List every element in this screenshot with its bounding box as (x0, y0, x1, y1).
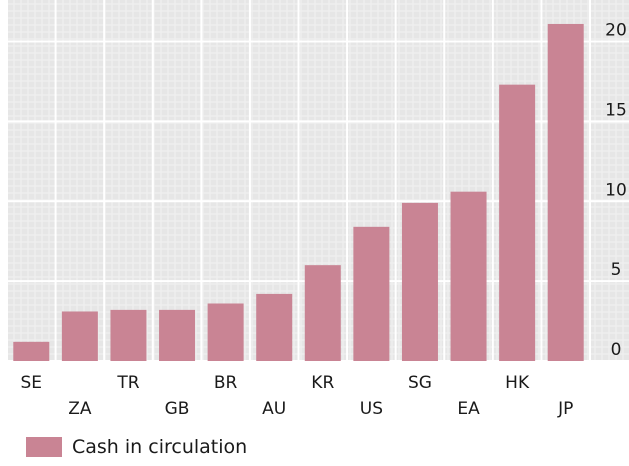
x-tick-label: EA (457, 399, 480, 419)
x-tick-label: AU (262, 399, 286, 419)
y-tick-label: 10 (605, 180, 627, 200)
bar-jp (547, 23, 584, 362)
bar-br (207, 303, 244, 361)
y-tick-label: 5 (611, 260, 622, 280)
x-tick-label: JP (557, 399, 573, 419)
x-tick-label: HK (505, 373, 530, 393)
x-tick-label: SG (408, 373, 432, 393)
bar-us (353, 226, 390, 361)
x-tick-label: GB (165, 399, 190, 419)
bar-kr (304, 265, 341, 361)
bar-za (61, 311, 98, 361)
legend: Cash in circulation (26, 436, 247, 458)
bar-hk (499, 84, 536, 361)
bar-ea (450, 191, 487, 361)
x-tick-label: US (360, 399, 383, 419)
bar-tr (110, 309, 147, 361)
x-tick-label: ZA (68, 399, 92, 419)
legend-label: Cash in circulation (72, 436, 248, 458)
y-tick-label: 0 (611, 340, 622, 360)
x-tick-label: BR (214, 373, 238, 393)
bar-se (13, 341, 50, 361)
bar-sg (401, 202, 438, 361)
x-tick-label: KR (311, 373, 334, 393)
y-tick-label: 20 (605, 21, 627, 41)
bar-au (256, 293, 293, 361)
bar-gb (159, 309, 196, 361)
x-tick-label: TR (116, 373, 139, 393)
x-tick-label: SE (21, 373, 43, 393)
y-tick-label: 15 (605, 100, 627, 120)
legend-swatch (26, 437, 62, 457)
